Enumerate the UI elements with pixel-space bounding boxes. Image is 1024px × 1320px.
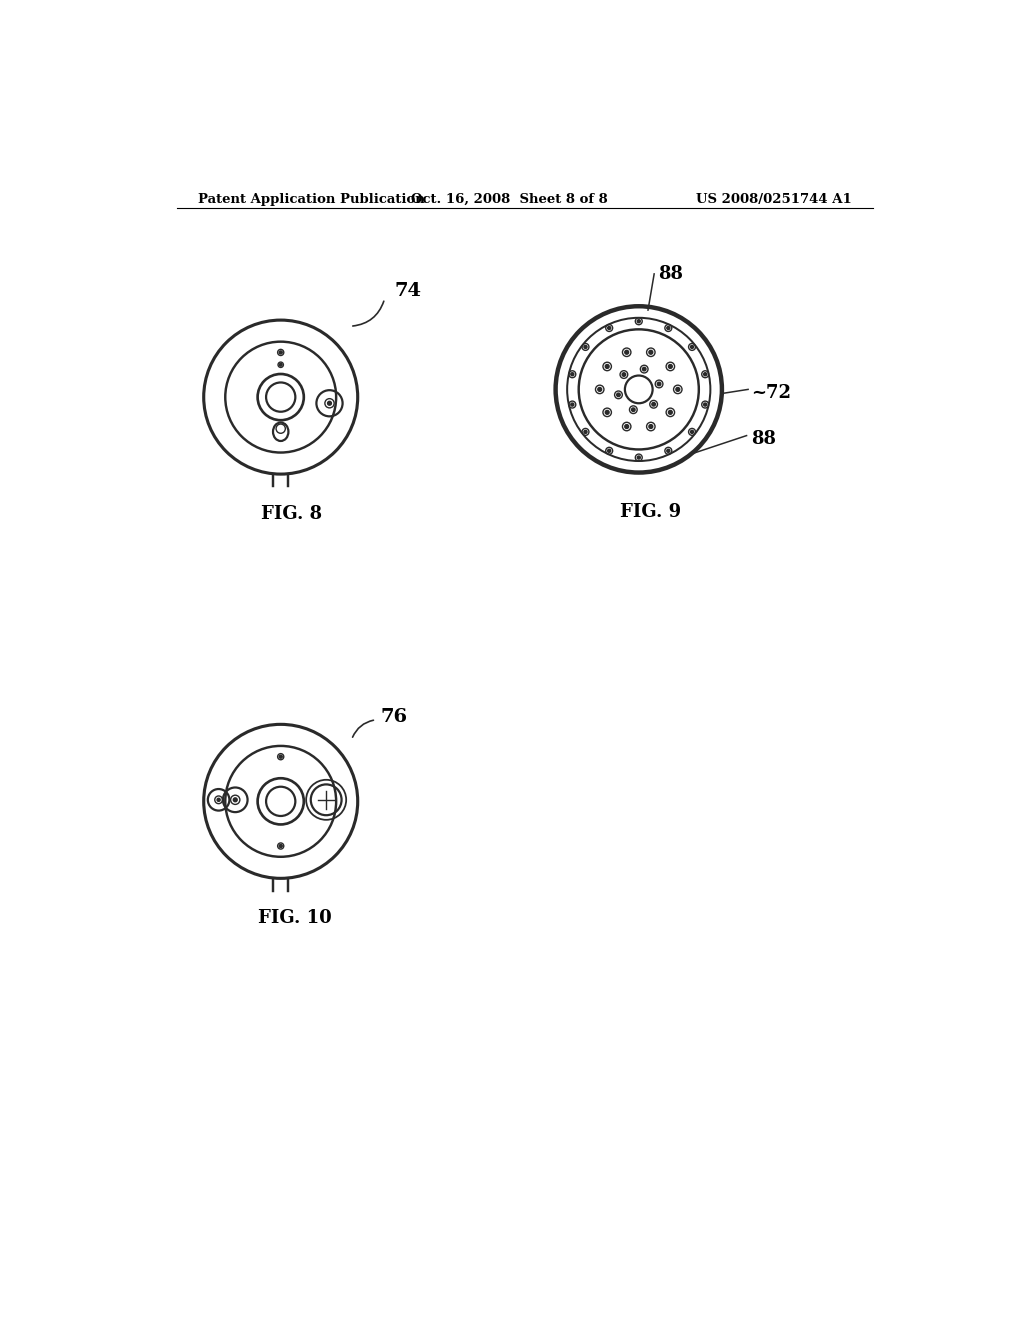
Text: US 2008/0251744 A1: US 2008/0251744 A1 bbox=[695, 193, 851, 206]
Circle shape bbox=[607, 449, 610, 453]
Circle shape bbox=[280, 351, 283, 354]
Circle shape bbox=[280, 755, 283, 758]
Circle shape bbox=[657, 383, 660, 385]
Text: 76: 76 bbox=[381, 708, 408, 726]
Circle shape bbox=[598, 388, 602, 391]
Circle shape bbox=[690, 430, 693, 433]
Text: 88: 88 bbox=[752, 430, 776, 449]
Circle shape bbox=[607, 326, 610, 330]
Text: 88: 88 bbox=[658, 265, 683, 282]
Circle shape bbox=[584, 430, 587, 433]
Circle shape bbox=[570, 403, 573, 407]
Text: Oct. 16, 2008  Sheet 8 of 8: Oct. 16, 2008 Sheet 8 of 8 bbox=[411, 193, 608, 206]
Circle shape bbox=[616, 393, 621, 396]
Text: FIG. 8: FIG. 8 bbox=[261, 506, 323, 523]
Circle shape bbox=[623, 372, 626, 376]
Circle shape bbox=[233, 797, 238, 801]
Circle shape bbox=[570, 372, 573, 376]
Text: FIG. 10: FIG. 10 bbox=[258, 909, 332, 927]
Circle shape bbox=[703, 372, 707, 376]
Circle shape bbox=[625, 350, 629, 354]
Circle shape bbox=[280, 845, 283, 847]
Circle shape bbox=[625, 425, 629, 429]
Circle shape bbox=[584, 346, 587, 348]
Circle shape bbox=[667, 326, 670, 330]
Text: 74: 74 bbox=[394, 282, 422, 300]
Circle shape bbox=[605, 364, 609, 368]
Circle shape bbox=[676, 388, 680, 391]
Circle shape bbox=[649, 425, 652, 429]
Circle shape bbox=[280, 363, 282, 366]
Text: Patent Application Publication: Patent Application Publication bbox=[199, 193, 425, 206]
Circle shape bbox=[642, 367, 646, 371]
Circle shape bbox=[690, 346, 693, 348]
Circle shape bbox=[328, 401, 332, 405]
Circle shape bbox=[217, 799, 220, 801]
Circle shape bbox=[667, 449, 670, 453]
Circle shape bbox=[652, 403, 655, 407]
Circle shape bbox=[605, 411, 609, 414]
Circle shape bbox=[669, 364, 673, 368]
Text: FIG. 9: FIG. 9 bbox=[620, 503, 681, 521]
Circle shape bbox=[632, 408, 635, 412]
Circle shape bbox=[649, 350, 652, 354]
Circle shape bbox=[637, 455, 640, 459]
Circle shape bbox=[637, 319, 640, 323]
Circle shape bbox=[703, 403, 707, 407]
Text: ~72: ~72 bbox=[752, 384, 792, 403]
Circle shape bbox=[669, 411, 673, 414]
